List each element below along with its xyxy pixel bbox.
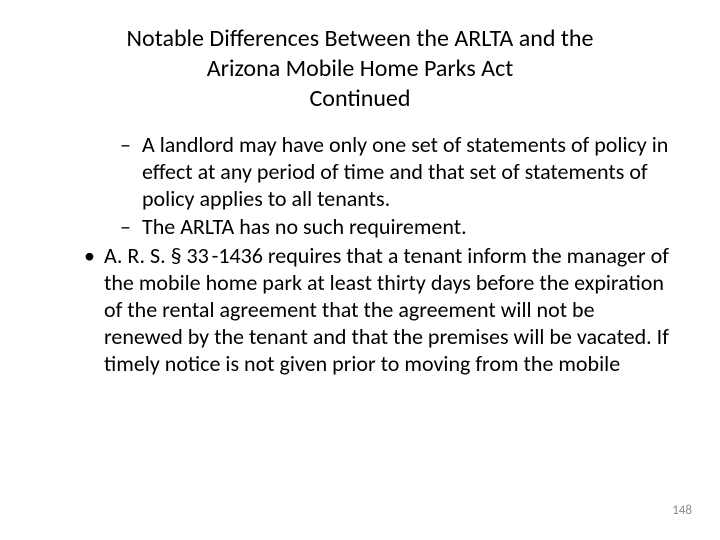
sub-bullet-2-text: The ARLTA has no such requirement. <box>142 213 467 240</box>
main-bullet-1-text: A. R. S. § 33 -1436 requires that a tena… <box>104 242 669 376</box>
title-line-1: Notable Differences Between the ARLTA an… <box>127 24 594 53</box>
slide-body: –A landlord may have only one set of sta… <box>48 132 672 377</box>
dash-icon: – <box>120 214 142 241</box>
slide: Notable Differences Between the ARLTA an… <box>0 0 720 540</box>
main-bullet-1: •A. R. S. § 33 -1436 requires that a ten… <box>48 243 672 377</box>
sub-bullet-2: –The ARLTA has no such requirement. <box>48 214 672 241</box>
title-line-3: Continued <box>310 84 411 113</box>
sub-bullet-1-text: A landlord may have only one set of stat… <box>142 131 668 212</box>
dash-icon: – <box>120 132 142 159</box>
title-line-2: Arizona Mobile Home Parks Act <box>207 54 514 83</box>
slide-title: Notable Differences Between the ARLTA an… <box>48 24 672 114</box>
sub-bullet-1: –A landlord may have only one set of sta… <box>48 132 672 212</box>
page-number: 148 <box>672 503 692 518</box>
bullet-icon: • <box>84 243 104 270</box>
